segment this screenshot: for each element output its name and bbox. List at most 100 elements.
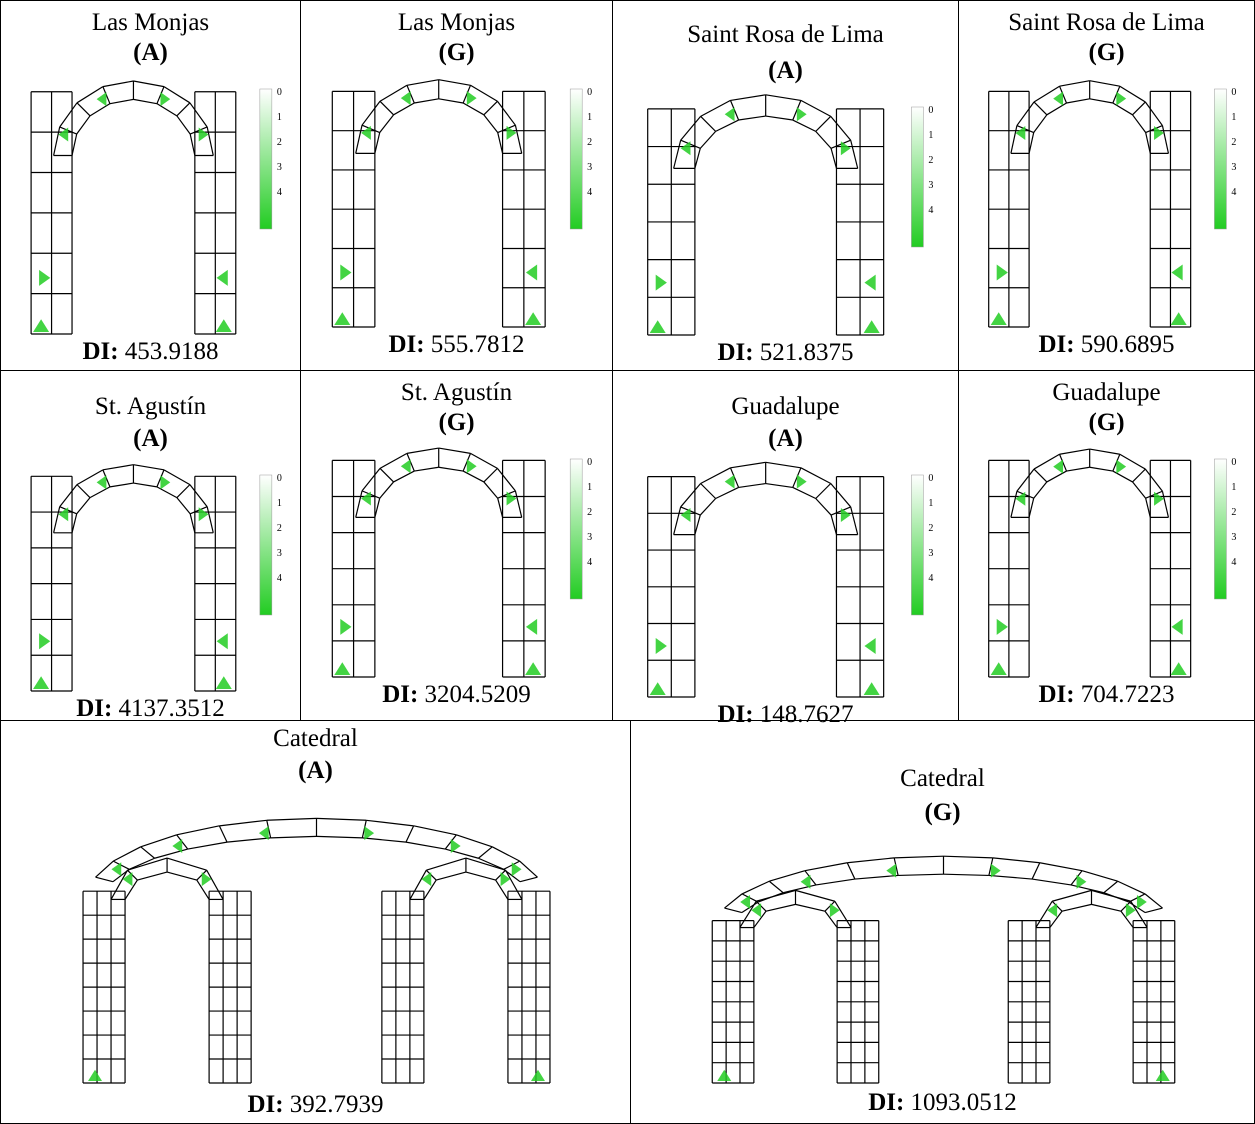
mesh-line	[1017, 102, 1034, 126]
di-value: 704.7223	[1081, 681, 1175, 708]
legend-bar	[1214, 459, 1226, 599]
damage-marker	[33, 319, 49, 332]
di-line: DI: 3204.5209	[301, 681, 612, 709]
di-value: 555.7812	[431, 331, 525, 358]
mesh-line	[188, 842, 227, 849]
damage-marker	[39, 633, 50, 649]
legend-label: 4	[1231, 187, 1236, 198]
legend-label: 1	[1231, 112, 1236, 123]
mesh-line	[439, 467, 463, 471]
mesh-line	[190, 514, 195, 533]
mesh-line	[681, 483, 701, 506]
mesh-line	[796, 904, 825, 911]
mesh-line	[380, 101, 394, 115]
mesh-line	[141, 847, 155, 858]
mesh-line	[60, 485, 77, 507]
mesh-line	[72, 514, 77, 533]
mesh-line	[766, 904, 795, 911]
di-label: DI:	[382, 681, 418, 708]
mesh-line	[816, 879, 855, 885]
damage-marker	[172, 839, 182, 853]
mesh-line	[133, 99, 156, 103]
mesh-line	[769, 881, 783, 892]
damage-marker	[681, 141, 691, 155]
legend-label: 4	[277, 187, 282, 198]
mesh-line	[993, 858, 1040, 863]
damage-marker	[1016, 492, 1026, 506]
damage-marker	[97, 475, 107, 489]
legend-label: 1	[1231, 482, 1236, 493]
legend-label: 2	[587, 137, 592, 148]
damage-marker	[340, 264, 351, 280]
mesh-line	[1029, 498, 1034, 517]
mesh-line	[716, 487, 739, 498]
mesh-line	[851, 507, 858, 535]
damage-marker	[997, 264, 1008, 280]
mesh-line	[484, 101, 498, 115]
mesh-line	[766, 116, 793, 120]
panel-title: St. Agustín	[1, 393, 300, 421]
damage-marker	[841, 508, 851, 522]
panel: Catedral(G)DI: 1093.0512	[630, 720, 1255, 1124]
damage-marker	[1053, 460, 1063, 474]
figure: 01234Las Monjas(A)DI: 453.918801234Las M…	[0, 0, 1255, 1124]
mesh-line	[406, 826, 414, 842]
mesh-line	[227, 838, 271, 842]
mesh-line	[1066, 467, 1089, 471]
mesh-line	[805, 863, 847, 871]
damage-marker	[656, 638, 667, 654]
damage-marker	[650, 320, 666, 333]
di-value: 3204.5209	[425, 681, 531, 708]
mesh-line	[1017, 469, 1034, 491]
mesh-line	[700, 499, 715, 516]
mesh-line	[456, 835, 492, 847]
mesh-line	[831, 116, 851, 140]
damage-marker	[1171, 662, 1187, 675]
legend-label: 0	[587, 87, 592, 98]
mesh-line	[96, 861, 114, 877]
mesh-line	[366, 820, 413, 826]
panel-title: St. Agustín	[301, 379, 612, 407]
damage-marker	[725, 475, 735, 489]
mesh-line	[54, 127, 60, 156]
panel-title: Guadalupe	[613, 393, 958, 421]
mesh-line	[110, 483, 133, 487]
mesh-line	[816, 483, 831, 498]
legend-bar	[260, 475, 272, 615]
damage-marker	[841, 141, 851, 155]
di-label: DI:	[868, 1089, 904, 1116]
damage-marker	[160, 92, 170, 106]
damage-marker	[656, 275, 667, 291]
mesh-line	[816, 116, 831, 131]
damage-marker	[1137, 895, 1147, 909]
mesh-line	[700, 131, 715, 148]
mesh-line	[394, 103, 415, 115]
mesh-line	[484, 468, 498, 482]
mesh-line	[133, 465, 164, 470]
mesh-line	[414, 467, 438, 471]
damage-marker	[199, 507, 209, 521]
damage-marker	[864, 682, 880, 695]
mesh-line	[831, 148, 836, 168]
mesh-line	[466, 872, 496, 880]
panel-title: Guadalupe	[959, 379, 1254, 407]
legend-label: 3	[587, 532, 592, 543]
damage-marker	[340, 619, 351, 635]
mesh-line	[701, 483, 716, 498]
legend-label: 4	[277, 573, 282, 584]
mesh-line	[60, 103, 77, 127]
di-line: DI: 392.7939	[1, 1091, 630, 1119]
mesh-line	[739, 484, 766, 488]
mesh-line	[439, 448, 471, 453]
damage-marker	[797, 107, 807, 121]
damage-marker	[864, 320, 880, 333]
legend-label: 0	[928, 105, 933, 116]
di-label: DI:	[717, 339, 753, 366]
panel-label: (G)	[631, 799, 1254, 827]
legend-label: 2	[587, 507, 592, 518]
mesh-line	[1034, 115, 1047, 133]
panel-label: (A)	[1, 39, 300, 67]
mesh-line	[1047, 471, 1067, 482]
